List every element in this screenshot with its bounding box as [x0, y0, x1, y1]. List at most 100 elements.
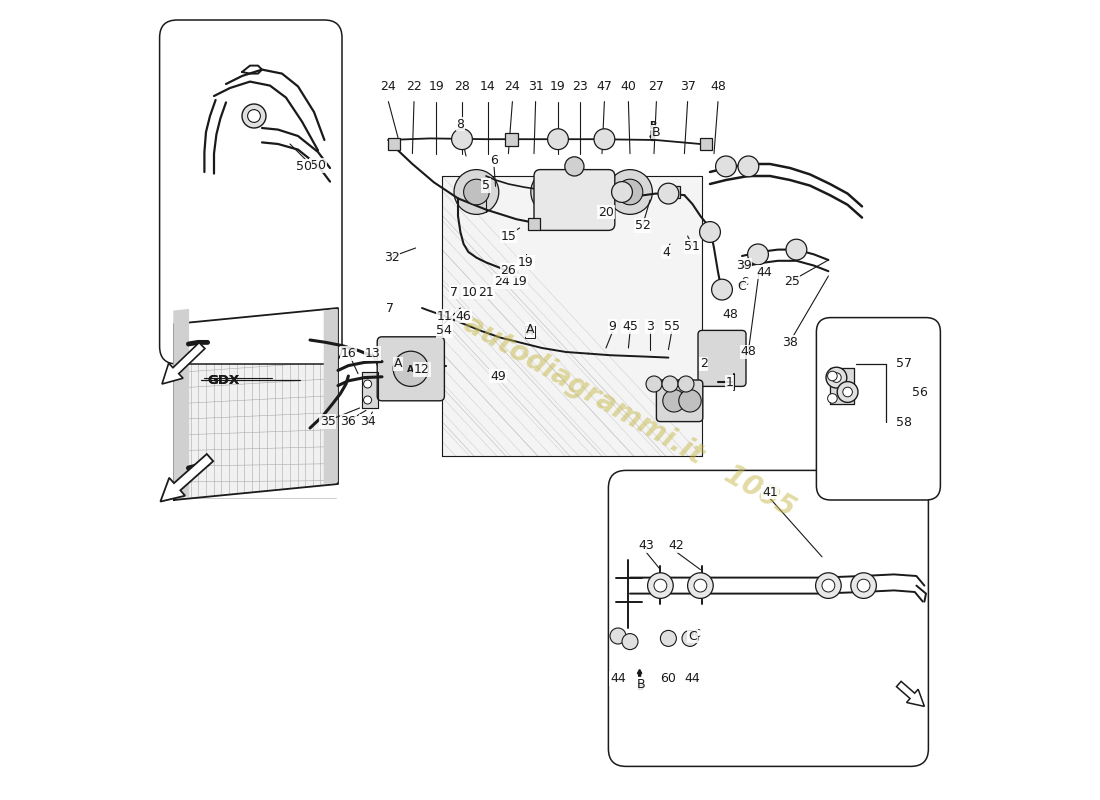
Circle shape — [646, 376, 662, 392]
Text: 44: 44 — [757, 266, 772, 278]
Circle shape — [393, 351, 428, 386]
FancyBboxPatch shape — [160, 20, 342, 364]
Circle shape — [610, 628, 626, 644]
Text: 45: 45 — [623, 320, 638, 333]
Text: C: C — [688, 630, 696, 642]
Bar — [528, 218, 540, 230]
Circle shape — [648, 573, 673, 598]
Text: 22: 22 — [406, 80, 422, 93]
Text: 24: 24 — [505, 80, 520, 93]
Text: B: B — [636, 682, 644, 691]
Text: A: A — [407, 365, 415, 374]
Text: 5: 5 — [482, 179, 490, 192]
FancyArrow shape — [650, 131, 654, 141]
Text: 52: 52 — [635, 219, 651, 232]
Text: 13: 13 — [364, 347, 381, 360]
Circle shape — [827, 394, 837, 403]
Circle shape — [682, 630, 698, 646]
Text: 12: 12 — [414, 363, 430, 376]
Circle shape — [452, 129, 472, 150]
FancyBboxPatch shape — [698, 330, 746, 386]
Circle shape — [364, 396, 372, 404]
Text: 32: 32 — [384, 251, 399, 264]
Text: 1: 1 — [725, 376, 733, 389]
Text: 60: 60 — [660, 672, 676, 685]
Text: 34: 34 — [360, 415, 375, 428]
Text: 54: 54 — [437, 324, 452, 337]
Circle shape — [454, 170, 498, 214]
Text: 16: 16 — [341, 347, 356, 360]
Circle shape — [364, 380, 372, 388]
Circle shape — [850, 573, 877, 598]
Circle shape — [660, 630, 676, 646]
Circle shape — [594, 129, 615, 150]
Text: 48: 48 — [722, 308, 738, 321]
Circle shape — [564, 157, 584, 176]
Text: B: B — [637, 678, 646, 690]
Text: C: C — [738, 280, 747, 293]
Text: 41: 41 — [762, 486, 778, 498]
Circle shape — [716, 156, 736, 177]
Text: 42: 42 — [669, 539, 684, 552]
Text: 19: 19 — [512, 275, 528, 288]
Circle shape — [679, 390, 701, 412]
Text: 51: 51 — [684, 240, 701, 253]
Circle shape — [548, 129, 569, 150]
Text: 49: 49 — [491, 370, 506, 382]
Text: 23: 23 — [572, 80, 588, 93]
FancyBboxPatch shape — [534, 170, 615, 230]
Text: GDX: GDX — [208, 374, 240, 386]
Text: A: A — [526, 327, 534, 337]
Circle shape — [540, 179, 566, 205]
Text: B: B — [651, 126, 660, 138]
Text: autodiagrammi.it   1005: autodiagrammi.it 1005 — [460, 310, 801, 522]
Text: 14: 14 — [480, 80, 495, 93]
Circle shape — [654, 579, 667, 592]
Text: A: A — [526, 323, 535, 336]
Text: 36: 36 — [341, 415, 356, 428]
Text: 20: 20 — [598, 206, 614, 218]
Text: 58: 58 — [895, 416, 912, 429]
FancyBboxPatch shape — [657, 380, 703, 422]
Text: 24: 24 — [494, 275, 510, 288]
FancyBboxPatch shape — [608, 470, 928, 766]
Bar — [387, 138, 400, 150]
Text: 55: 55 — [663, 320, 680, 333]
Circle shape — [712, 279, 733, 300]
Circle shape — [662, 376, 678, 392]
Circle shape — [786, 239, 806, 260]
Text: 35: 35 — [320, 415, 336, 428]
FancyArrow shape — [638, 670, 641, 676]
Text: 26: 26 — [500, 264, 516, 277]
Text: 6: 6 — [491, 154, 498, 166]
FancyArrow shape — [738, 282, 742, 286]
Polygon shape — [174, 308, 338, 500]
Circle shape — [621, 634, 638, 650]
Text: 43: 43 — [638, 539, 653, 552]
Text: lpre: lpre — [535, 203, 557, 213]
Polygon shape — [830, 368, 854, 404]
FancyBboxPatch shape — [816, 318, 940, 500]
Text: 46: 46 — [455, 310, 472, 322]
Circle shape — [617, 179, 642, 205]
Circle shape — [612, 182, 632, 202]
Bar — [551, 133, 564, 146]
Text: A: A — [394, 358, 403, 370]
Circle shape — [822, 579, 835, 592]
Text: 25: 25 — [783, 275, 800, 288]
Circle shape — [248, 110, 261, 122]
Text: 19: 19 — [550, 80, 565, 93]
Text: 7: 7 — [386, 302, 394, 314]
Text: 3: 3 — [646, 320, 653, 333]
Circle shape — [826, 367, 847, 388]
Text: 56: 56 — [912, 386, 927, 398]
Text: 39: 39 — [736, 259, 751, 272]
Text: 11: 11 — [437, 310, 452, 322]
Circle shape — [738, 156, 759, 177]
FancyArrow shape — [161, 454, 213, 502]
Text: 4: 4 — [662, 246, 670, 258]
Text: GDX: GDX — [208, 374, 240, 386]
Circle shape — [678, 376, 694, 392]
Text: B: B — [649, 122, 656, 131]
Text: 27: 27 — [649, 80, 664, 93]
